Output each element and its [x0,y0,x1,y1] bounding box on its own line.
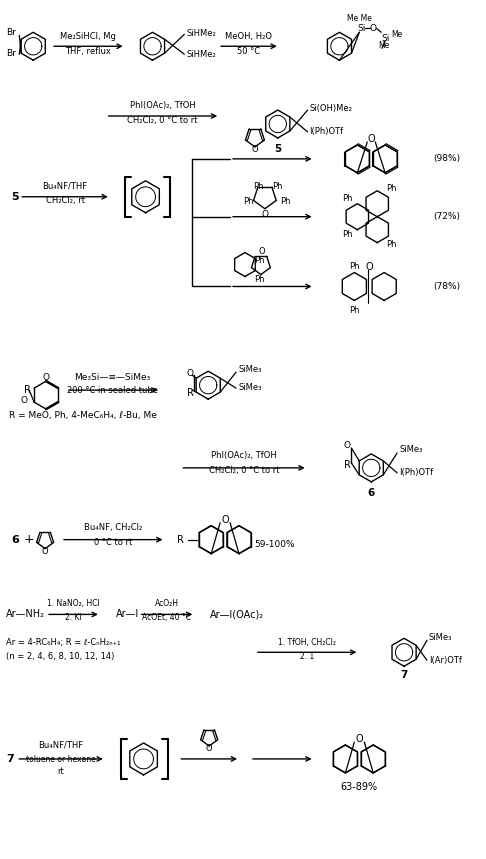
Text: O: O [187,369,194,378]
Text: (72%): (72%) [434,212,460,221]
Text: CH₂Cl₂, 0 °C to rt: CH₂Cl₂, 0 °C to rt [127,115,198,125]
Text: PhI(OAc)₂, TfOH: PhI(OAc)₂, TfOH [211,452,277,460]
Text: Ph: Ph [280,198,291,206]
Text: Ar—NH₂: Ar—NH₂ [6,609,45,619]
Text: CH₂Cl₂, 0 °C to rt: CH₂Cl₂, 0 °C to rt [209,466,279,475]
Text: 0 °C to rt: 0 °C to rt [94,538,132,547]
Text: Ph: Ph [386,185,397,193]
Text: toluene or hexane: toluene or hexane [26,755,96,765]
Text: Si: Si [357,24,365,33]
Text: Ph: Ph [253,182,263,192]
Text: Bu₄NF/THF: Bu₄NF/THF [38,740,84,749]
Text: R: R [187,388,194,398]
Text: (98%): (98%) [433,155,460,163]
Text: MeOH, H₂O: MeOH, H₂O [226,32,273,40]
Text: Si(OH)Me₂: Si(OH)Me₂ [310,104,352,113]
Text: AcOEt, 40 °C: AcOEt, 40 °C [142,612,191,622]
Text: O: O [206,745,212,753]
Text: O: O [356,734,363,744]
Text: R = MeO, Ph, 4-MeC₆H₄, ℓ-Bu, Me: R = MeO, Ph, 4-MeC₆H₄, ℓ-Bu, Me [9,411,157,419]
Text: AcO₂H: AcO₂H [155,599,178,608]
Text: (n = 2, 4, 6, 8, 10, 12, 14): (n = 2, 4, 6, 8, 10, 12, 14) [6,652,115,661]
Text: 5: 5 [11,192,19,202]
Text: SiMe₃: SiMe₃ [238,365,261,374]
Text: Ph: Ph [243,198,253,206]
Text: (78%): (78%) [433,282,460,291]
Text: Si: Si [381,34,389,43]
Text: rt: rt [58,767,65,777]
Text: Ar = 4-RC₆H₄; R = ℓ-CₙH₂ₙ₊₁: Ar = 4-RC₆H₄; R = ℓ-CₙH₂ₙ₊₁ [6,638,121,647]
Text: I(Ph)OTf: I(Ph)OTf [310,127,344,137]
Text: 1. TfOH, CH₂Cl₂: 1. TfOH, CH₂Cl₂ [278,638,336,647]
Text: Me₃Si—≡—SiMe₃: Me₃Si—≡—SiMe₃ [75,373,151,381]
Text: I(Ph)OTf: I(Ph)OTf [399,468,433,478]
Text: 1. NaNO₂, HCl: 1. NaNO₂, HCl [47,599,99,608]
Text: Ar—I(OAc)₂: Ar—I(OAc)₂ [210,609,264,619]
Text: Bu₄NF/THF: Bu₄NF/THF [42,181,87,191]
Text: SiMe₃: SiMe₃ [429,633,452,642]
Text: Ph: Ph [386,241,397,249]
Text: Me₂SiHCl, Mg: Me₂SiHCl, Mg [60,32,116,40]
Text: SiMe₃: SiMe₃ [399,446,422,454]
Text: R: R [24,385,31,395]
Text: R: R [344,460,351,470]
Text: O: O [43,373,50,381]
Text: Me: Me [392,30,403,39]
Text: PhI(OAc)₂, TfOH: PhI(OAc)₂, TfOH [130,101,195,110]
Text: Bu₄NF, CH₂Cl₂: Bu₄NF, CH₂Cl₂ [84,523,142,533]
Text: +: + [23,533,34,546]
Text: Ph: Ph [254,256,264,265]
Text: Ph: Ph [349,306,360,315]
Text: O: O [261,210,268,219]
Text: O: O [221,515,229,525]
Text: R: R [177,534,184,545]
Text: CH₂Cl₂, rt: CH₂Cl₂, rt [46,196,85,205]
Text: 5: 5 [274,144,281,154]
Text: Me Me: Me Me [347,14,372,23]
Text: SiHMe₂: SiHMe₂ [186,50,216,58]
Text: Ph: Ph [254,275,264,284]
Text: 63-89%: 63-89% [341,782,378,792]
Text: 2. 1: 2. 1 [299,652,314,661]
Text: SiHMe₂: SiHMe₂ [186,29,216,38]
Text: Ph: Ph [349,262,360,271]
Text: Br: Br [6,27,17,37]
Text: O: O [365,261,373,271]
Text: O: O [370,24,377,33]
Text: THF, reflux: THF, reflux [65,46,111,56]
Text: O: O [252,145,258,155]
Text: 6: 6 [11,534,19,545]
Text: Br: Br [6,49,17,58]
Text: Ar—I: Ar—I [116,609,139,619]
Text: 59-100%: 59-100% [255,540,295,549]
Text: Ph: Ph [342,194,353,204]
Text: 50 °C: 50 °C [237,46,260,56]
Text: O: O [344,442,351,450]
Text: 6: 6 [367,488,375,498]
Text: SiMe₃: SiMe₃ [238,382,261,392]
Text: Ph: Ph [342,230,353,239]
Text: 2. KI: 2. KI [65,612,81,622]
Text: O: O [259,247,265,256]
Text: Ph: Ph [273,182,283,192]
Text: O: O [42,547,49,556]
Text: O: O [21,396,28,405]
Text: O: O [367,134,375,144]
Text: Me: Me [379,40,390,50]
Text: 7: 7 [400,670,408,680]
Text: I(Ar)OTf: I(Ar)OTf [429,655,462,665]
Text: 200 °C in sealed tube: 200 °C in sealed tube [67,386,158,394]
Text: 7: 7 [6,754,14,764]
